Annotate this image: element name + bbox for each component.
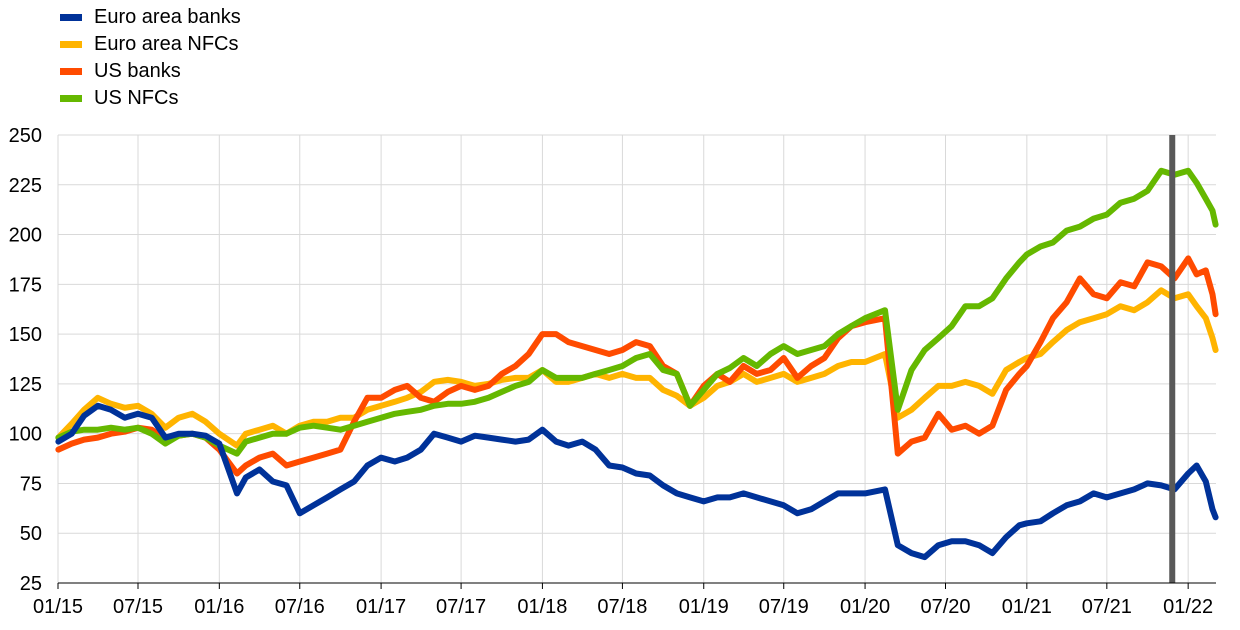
series-line-euro-area-nfcs (55, 287, 1219, 449)
y-tick-label: 250 (9, 125, 42, 147)
legend: Euro area banks Euro area NFCs US banks … (60, 4, 241, 112)
y-tick-label: 50 (20, 523, 42, 545)
y-tick-label: 175 (9, 274, 42, 296)
x-tick-label: 01/21 (1002, 596, 1052, 618)
x-tick-label: 01/19 (679, 596, 729, 618)
legend-item-euro-area-nfcs: Euro area NFCs (60, 31, 241, 58)
x-tick-label: 07/18 (597, 596, 647, 618)
legend-swatch (60, 95, 82, 102)
legend-item-euro-area-banks: Euro area banks (60, 4, 241, 31)
x-tick-label: 01/20 (840, 596, 890, 618)
y-tick-label: 125 (9, 374, 42, 396)
legend-item-us-nfcs: US NFCs (60, 85, 241, 112)
legend-swatch (60, 14, 82, 21)
x-axis-tick-labels: 01/15 07/15 01/16 07/16 01/17 07/17 01/18 07/18… (33, 596, 1213, 618)
x-tick-label: 07/17 (436, 596, 486, 618)
legend-item-us-banks: US banks (60, 58, 241, 85)
series-line-us-banks (55, 255, 1219, 477)
y-axis-tick-labels: 25 50 75 100 125 150 175 200 225 250 (9, 125, 42, 595)
series-lines (55, 167, 1219, 561)
y-tick-label: 200 (9, 225, 42, 247)
x-tick-label: 01/22 (1163, 596, 1213, 618)
x-tick-label: 07/15 (113, 596, 163, 618)
x-tick-label: 07/21 (1082, 596, 1132, 618)
x-tick-label: 01/17 (356, 596, 406, 618)
x-tick-label: 01/18 (517, 596, 567, 618)
x-tick-label: 07/16 (275, 596, 325, 618)
x-tick-label: 07/20 (920, 596, 970, 618)
y-tick-label: 225 (9, 175, 42, 197)
y-tick-label: 100 (9, 424, 42, 446)
legend-label: US NFCs (94, 87, 179, 109)
legend-swatch (60, 68, 82, 75)
x-tick-label: 01/15 (33, 596, 83, 618)
legend-swatch (60, 41, 82, 48)
series-line-euro-area-banks (55, 402, 1219, 561)
y-tick-label: 25 (20, 573, 42, 595)
legend-label: Euro area NFCs (94, 33, 239, 55)
y-tick-label: 75 (20, 473, 42, 495)
y-tick-label: 150 (9, 324, 42, 346)
x-tick-label: 07/19 (759, 596, 809, 618)
series-line-us-nfcs (55, 167, 1219, 457)
x-tick-label: 01/16 (194, 596, 244, 618)
legend-label: Euro area banks (94, 6, 241, 28)
legend-label: US banks (94, 60, 181, 82)
